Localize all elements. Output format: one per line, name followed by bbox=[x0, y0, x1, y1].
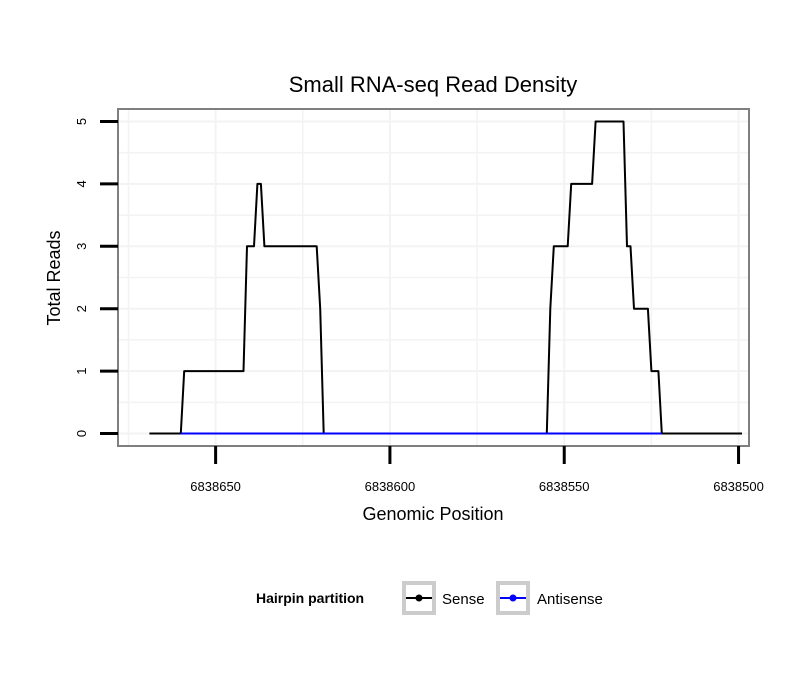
y-tick-label: 3 bbox=[74, 243, 89, 250]
legend-label-antisense: Antisense bbox=[537, 591, 603, 608]
y-tick-label: 5 bbox=[74, 118, 89, 125]
legend-point-sense bbox=[415, 594, 423, 602]
legend-point-antisense bbox=[509, 594, 517, 602]
grid bbox=[118, 109, 749, 446]
x-tick-label: 6838600 bbox=[365, 479, 416, 494]
x-tick-label: 6838550 bbox=[539, 479, 590, 494]
x-tick-label: 6838500 bbox=[713, 479, 764, 494]
x-tick-label: 6838650 bbox=[190, 479, 241, 494]
series-line-sense bbox=[149, 120, 742, 435]
series-layer bbox=[149, 120, 742, 435]
x-axis: 6838650 6838600 6838550 6838500 bbox=[190, 446, 764, 494]
legend: Hairpin partition Sense Antisense bbox=[256, 581, 603, 615]
legend-label-sense: Sense bbox=[442, 591, 485, 608]
y-tick-label: 2 bbox=[74, 305, 89, 312]
legend-title: Hairpin partition bbox=[256, 590, 364, 606]
chart-title: Small RNA-seq Read Density bbox=[289, 72, 578, 97]
plot-panel-border bbox=[117, 108, 750, 447]
y-tick-label: 4 bbox=[74, 180, 89, 187]
x-axis-title: Genomic Position bbox=[362, 504, 503, 524]
y-axis: 0 1 2 3 4 5 bbox=[74, 118, 118, 437]
y-tick-label: 0 bbox=[74, 430, 89, 437]
y-axis-title: Total Reads bbox=[44, 230, 64, 325]
y-tick-label: 1 bbox=[74, 367, 89, 374]
